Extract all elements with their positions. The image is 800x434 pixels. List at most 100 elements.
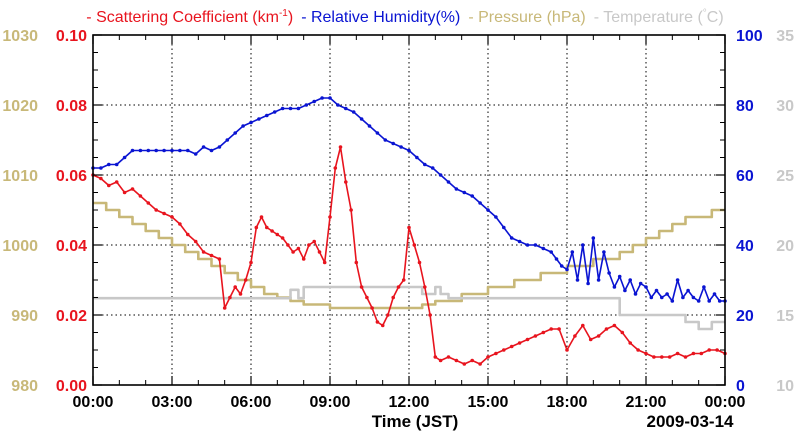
relative-humiditypoint: [209, 148, 214, 153]
relative-humiditypoint: [146, 148, 151, 153]
relative-humiditypoint: [502, 225, 506, 230]
scattering-coefficientpoint: [201, 250, 206, 254]
relative-humiditypoint: [122, 155, 127, 160]
scattering-coefficientpoint: [446, 355, 451, 359]
scattering-coefficientpoint: [502, 348, 506, 352]
relative-humiditypoint: [249, 120, 253, 125]
scattering-coefficientpoint: [291, 250, 295, 254]
x-tick-label: 18:00: [547, 394, 588, 411]
relative-humiditypoint: [233, 131, 237, 135]
temperatureline: [93, 285, 725, 331]
pressure-tick-label: 1020: [2, 98, 38, 115]
relative-humiditypoint: [272, 110, 277, 114]
scattering-coefficientpoint: [509, 344, 514, 349]
relative-humiditypoint: [328, 96, 332, 100]
relative-humiditypoint: [649, 295, 654, 300]
legend-entry: - Temperature (: [594, 9, 704, 26]
temperature-tick-label: 10: [776, 378, 794, 395]
relative-humiditypoint: [375, 131, 380, 135]
relative-humiditypoint: [415, 155, 419, 160]
scattering-coefficientpoint: [328, 215, 332, 219]
relative-humiditypoint: [681, 295, 685, 300]
relative-humiditypoint: [581, 243, 585, 247]
x-tick-label: 12:00: [389, 394, 430, 411]
temperature-tick-label: 30: [776, 98, 794, 115]
relative-humiditypoint: [607, 271, 611, 275]
relative-humiditypoint: [257, 117, 261, 121]
x-axis-title: Time (JST): [372, 412, 459, 431]
x-tick-label: 06:00: [231, 394, 272, 411]
relative-humiditypoint: [320, 96, 324, 100]
scattering-coefficientpoint: [344, 180, 348, 184]
relative-humiditypoint: [675, 278, 680, 282]
relative-humiditypoint: [344, 106, 348, 111]
temperature-tick-label: 20: [776, 238, 794, 255]
scattering-coefficientpoint: [322, 260, 327, 265]
scattering-coefficientpoint: [193, 239, 198, 244]
humidity-tick-label: 60: [736, 168, 754, 185]
scattering-coefficientpoint: [238, 292, 243, 296]
relative-humiditypoint: [241, 124, 245, 128]
date-label: 2009-03-14: [647, 412, 735, 431]
relative-humiditypoint: [407, 148, 411, 153]
relative-humiditypoint: [554, 257, 559, 261]
relative-humiditypoint: [312, 99, 317, 104]
relative-humiditypoint: [559, 264, 564, 268]
scattering-coefficientpoint: [243, 278, 248, 282]
relative-humiditypoint: [602, 250, 606, 254]
relative-humiditypoint: [154, 148, 158, 153]
relative-humiditypoint: [612, 285, 617, 289]
relative-humiditypoint: [565, 267, 569, 272]
relative-humiditypoint: [712, 292, 717, 296]
pressure-tick-label: 1030: [2, 28, 38, 45]
legend-entry-tail: ): [288, 9, 293, 26]
scattering-tick-label: 0.00: [56, 378, 87, 395]
scattering-coefficientpoint: [433, 355, 438, 359]
relative-humiditypoint: [423, 162, 427, 167]
relative-humiditypoint: [178, 148, 182, 153]
scattering-coefficientpoint: [233, 285, 237, 289]
pressureline: [93, 201, 725, 310]
relative-humiditypoint: [193, 152, 198, 156]
relative-humiditypoint: [660, 295, 664, 300]
scattering-coefficientpoint: [178, 222, 182, 226]
scattering-coefficientpoint: [454, 358, 459, 363]
scattering-coefficientpoint: [549, 327, 553, 331]
humidity-tick-label: 80: [736, 98, 754, 115]
relative-humiditypoint: [201, 145, 206, 149]
scattering-coefficientpoint: [462, 362, 467, 366]
relative-humiditypoint: [533, 243, 538, 247]
relative-humiditypoint: [351, 110, 356, 114]
relative-humiditypoint: [617, 274, 622, 279]
relative-humiditypoint: [336, 103, 340, 107]
scattering-coefficientpoint: [417, 260, 422, 265]
scattering-coefficientpoint: [138, 194, 143, 198]
x-tick-label: 03:00: [152, 394, 193, 411]
relative-humiditypoint: [494, 215, 498, 219]
scattering-coefficientpoint: [401, 278, 406, 282]
scattering-coefficientpoint: [391, 295, 396, 300]
scattering-coefficientpoint: [307, 243, 311, 247]
scattering-coefficientpoint: [407, 225, 411, 230]
scattering-coefficientpoint: [222, 306, 227, 310]
relative-humiditypoint: [367, 124, 372, 128]
relative-humiditypoint: [454, 187, 459, 191]
scattering-coefficientpoint: [494, 351, 498, 356]
humidity-tick-label: 40: [736, 238, 754, 255]
relative-humiditypoint: [265, 113, 269, 118]
relative-humiditypoint: [138, 148, 143, 153]
scattering-coefficientpoint: [707, 348, 711, 352]
relative-humiditypoint: [186, 148, 190, 153]
relative-humiditypoint: [670, 299, 675, 303]
scattering-coefficientpoint: [333, 166, 338, 170]
scattering-coefficientpoint: [265, 225, 269, 230]
scattering-coefficientpoint: [675, 351, 680, 356]
relative-humiditypoint: [288, 106, 293, 111]
x-tick-label: 00:00: [705, 394, 746, 411]
relative-humiditypoint: [399, 145, 403, 149]
scattering-coefficientpoint: [428, 313, 432, 317]
axis-labels: 00:00 03:00 06:00 09:00 12:00 15:00 18:00 21:00…: [2, 28, 794, 411]
scattering-coefficientpoint: [620, 330, 625, 335]
relative-humiditypoint: [99, 166, 103, 170]
